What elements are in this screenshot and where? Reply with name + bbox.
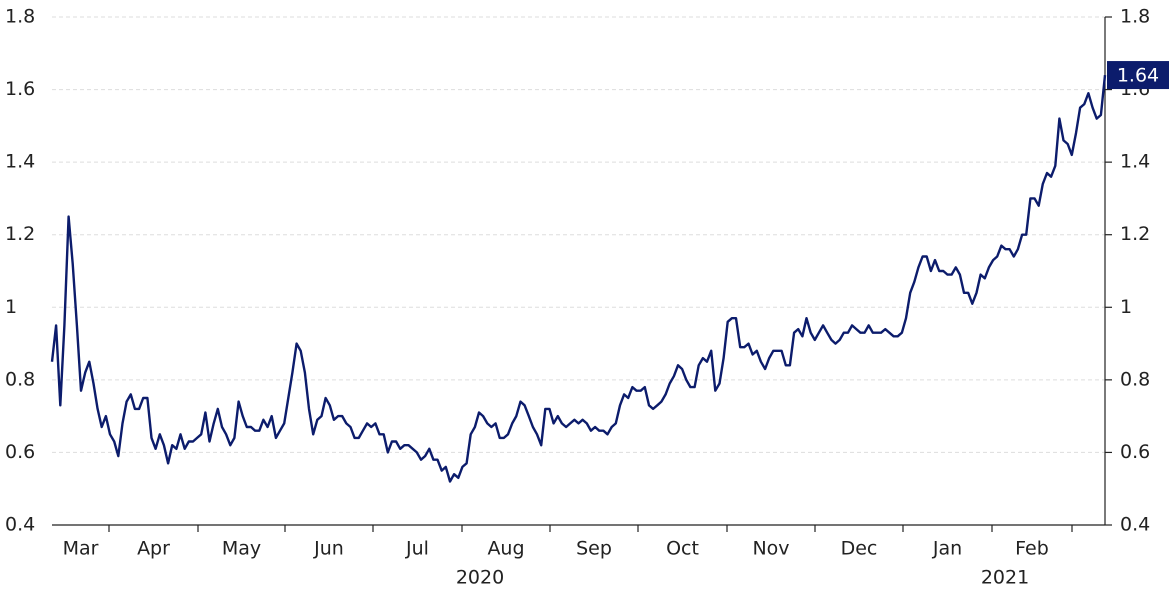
- y-tick-label: 0.8: [5, 368, 35, 390]
- x-tick-label: Apr: [137, 538, 170, 560]
- y2-tick-label: 1.8: [1120, 6, 1150, 28]
- x-tick-label: Nov: [752, 538, 789, 560]
- y-tick-label: 1.8: [5, 6, 35, 28]
- y2-tick-label: 0.4: [1120, 514, 1150, 536]
- x-tick-label: Mar: [63, 538, 99, 560]
- y-tick-label: 1.6: [5, 78, 35, 100]
- x-tick-label: Aug: [487, 538, 524, 560]
- y2-tick-label: 0.8: [1120, 368, 1150, 390]
- y2-tick-label: 1: [1120, 296, 1132, 318]
- x-tick-label: Feb: [1015, 538, 1049, 560]
- end-value-label: 1.64: [1117, 65, 1159, 87]
- x-tick-label: Sep: [576, 538, 612, 560]
- x-tick-label: Jun: [313, 538, 344, 560]
- year-label: 2021: [981, 567, 1029, 589]
- x-tick-label: Dec: [841, 538, 878, 560]
- y2-tick-label: 0.6: [1120, 441, 1150, 463]
- y2-tick-label: 1.4: [1120, 151, 1150, 173]
- end-value-box: [1107, 61, 1169, 90]
- x-tick-label: Jan: [932, 538, 962, 560]
- y-tick-label: 1.2: [5, 223, 35, 245]
- y-tick-label: 1.4: [5, 151, 35, 173]
- x-tick-label: Oct: [666, 538, 699, 560]
- y2-tick-label: 1.2: [1120, 223, 1150, 245]
- year-label: 2020: [456, 567, 504, 589]
- x-tick-label: Jul: [405, 538, 429, 560]
- y-tick-label: 1: [5, 296, 17, 318]
- x-tick-label: May: [222, 538, 261, 560]
- y-tick-label: 0.6: [5, 441, 35, 463]
- data-line: [50, 74, 1107, 483]
- y-tick-label: 0.4: [5, 514, 35, 536]
